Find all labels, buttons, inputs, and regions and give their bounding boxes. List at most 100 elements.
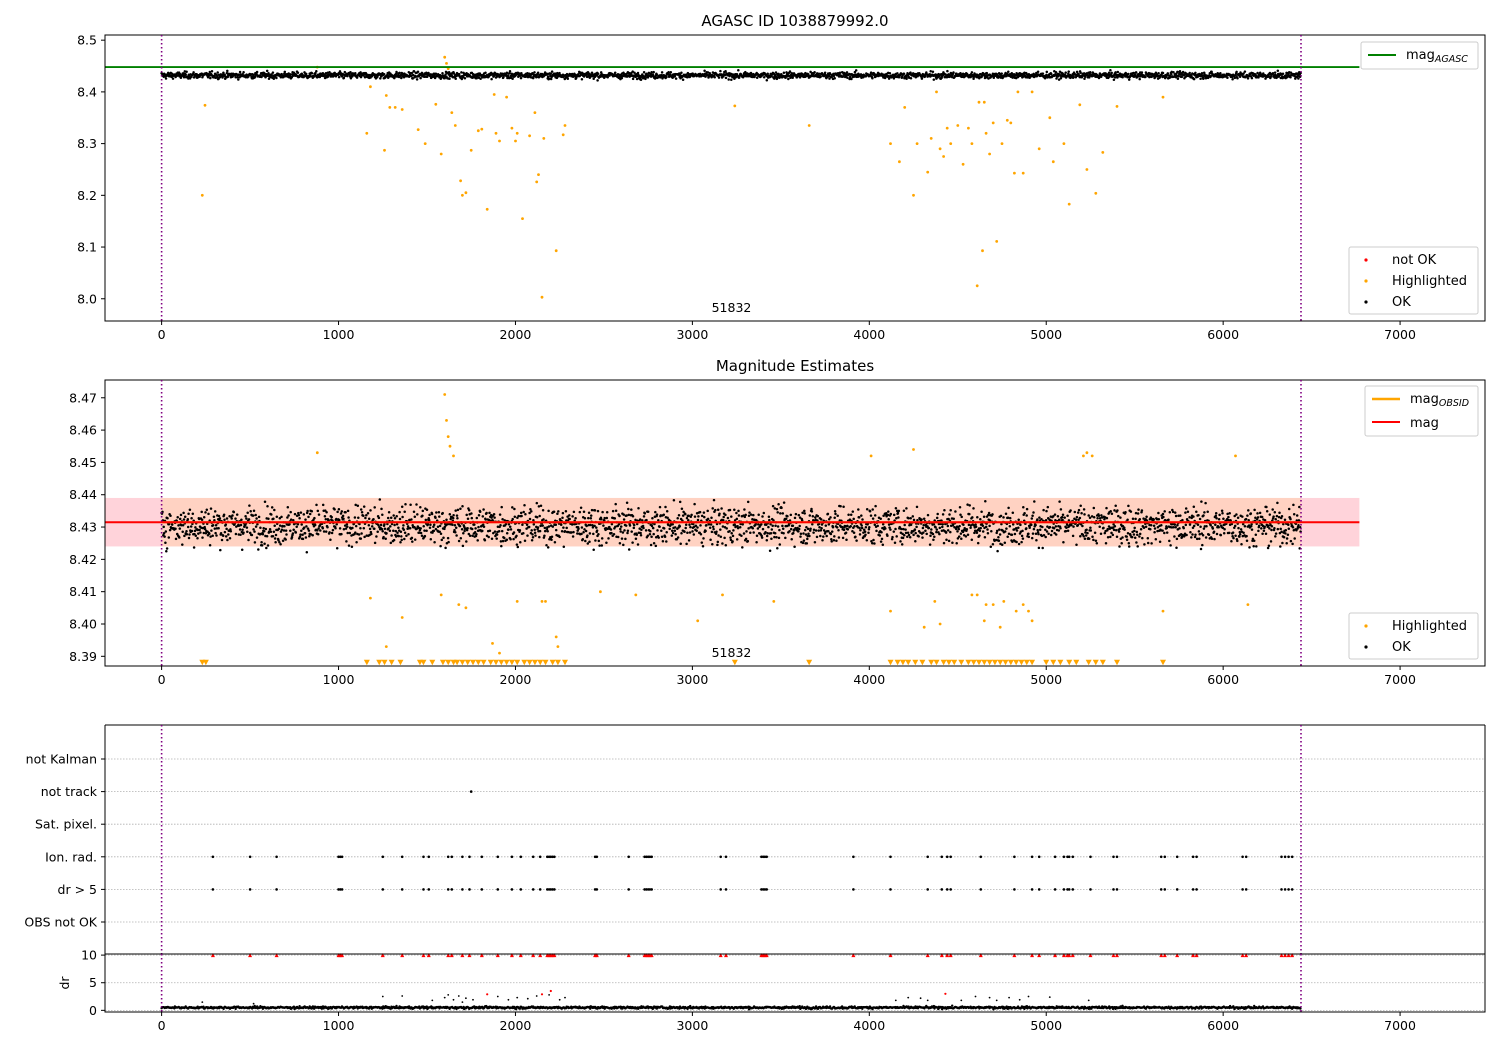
ok-point xyxy=(1047,532,1050,536)
ok-point xyxy=(645,518,648,522)
ok-point xyxy=(752,513,755,517)
ok-point xyxy=(688,531,692,534)
ok-point xyxy=(797,527,801,531)
ok-point xyxy=(200,518,204,522)
ok-point xyxy=(558,71,561,75)
ok-point xyxy=(980,510,983,513)
ok-point xyxy=(260,544,264,547)
ok-point xyxy=(631,541,634,544)
ok-point xyxy=(221,534,225,538)
highlighted-point xyxy=(494,131,498,135)
ok-point xyxy=(550,70,554,73)
ok-point xyxy=(392,529,395,532)
ok-point xyxy=(515,534,518,538)
ok-point xyxy=(1032,527,1036,531)
ok-point xyxy=(868,525,871,529)
ok-point xyxy=(941,525,944,529)
ok-point xyxy=(500,544,503,548)
ok-point xyxy=(832,538,836,542)
ok-point xyxy=(623,529,626,532)
ok-point xyxy=(554,523,558,527)
ok-point xyxy=(631,77,635,81)
highlighted-point xyxy=(970,142,974,146)
ok-point xyxy=(674,533,677,536)
ok-point xyxy=(873,542,876,545)
ok-point xyxy=(372,517,375,521)
ok-point xyxy=(873,514,877,517)
ok-point xyxy=(864,525,868,529)
ok-point xyxy=(508,525,512,528)
legend-ok: OK xyxy=(1392,295,1411,310)
ok-point xyxy=(164,541,167,544)
highlighted-point xyxy=(434,102,438,106)
ok-point xyxy=(565,526,568,530)
highlighted-point xyxy=(1161,95,1165,99)
ok-point xyxy=(716,540,720,544)
highlighted-point xyxy=(1051,160,1055,164)
ok-point xyxy=(338,70,342,73)
ok-point xyxy=(1219,71,1222,75)
ok-point xyxy=(424,518,428,522)
ok-point xyxy=(878,534,882,537)
ok-point xyxy=(1084,534,1088,537)
ok-point xyxy=(968,504,971,507)
ok-point xyxy=(557,510,560,513)
ok-point xyxy=(966,533,970,536)
ok-point xyxy=(842,505,845,508)
ok-point xyxy=(620,537,624,540)
highlighted-point xyxy=(393,106,397,109)
ok-point xyxy=(849,524,852,528)
ok-point xyxy=(1019,523,1022,527)
ok-point xyxy=(385,531,388,535)
ok-point xyxy=(624,524,628,527)
ok-point xyxy=(721,542,724,545)
ok-point xyxy=(219,548,222,552)
ok-point xyxy=(214,531,217,535)
ok-point xyxy=(401,515,404,519)
ok-point xyxy=(1087,537,1091,540)
ok-point xyxy=(324,530,328,533)
ok-point xyxy=(703,515,706,519)
ok-point xyxy=(884,527,887,530)
ok-point xyxy=(1015,540,1018,544)
ok-point xyxy=(871,508,874,511)
ok-point xyxy=(1079,71,1082,75)
ok-point xyxy=(684,73,688,76)
ok-point xyxy=(917,535,920,538)
ok-point xyxy=(1054,70,1058,74)
ok-point xyxy=(477,513,481,517)
ok-point xyxy=(726,516,730,520)
ok-point xyxy=(732,529,735,532)
ok-point xyxy=(522,532,525,535)
highlighted-point xyxy=(1085,168,1089,171)
ok-point xyxy=(300,529,303,533)
ok-point xyxy=(881,522,885,526)
ok-point xyxy=(381,530,384,533)
ok-point xyxy=(444,546,447,550)
ok-point xyxy=(347,516,350,519)
ok-point xyxy=(302,513,306,516)
ok-point xyxy=(390,534,393,537)
ok-point xyxy=(605,511,609,514)
ok-point xyxy=(357,516,360,519)
ok-point xyxy=(1054,525,1058,528)
highlighted-point xyxy=(984,131,988,135)
ok-point xyxy=(1059,76,1063,80)
ok-point xyxy=(490,537,494,540)
ok-point xyxy=(652,532,655,536)
ok-point xyxy=(995,529,999,533)
ok-point xyxy=(696,518,700,522)
ok-point xyxy=(972,507,975,510)
ok-point xyxy=(590,71,594,74)
ok-point xyxy=(266,544,270,547)
ok-point xyxy=(767,515,771,519)
highlighted-point xyxy=(807,124,811,127)
ok-point xyxy=(700,514,704,518)
highlighted-point xyxy=(476,129,480,133)
ok-point xyxy=(247,538,250,542)
ok-point xyxy=(595,74,599,77)
ok-point xyxy=(340,74,344,78)
ok-point xyxy=(429,538,433,541)
ok-point xyxy=(335,546,339,550)
highlighted-point xyxy=(975,284,979,288)
